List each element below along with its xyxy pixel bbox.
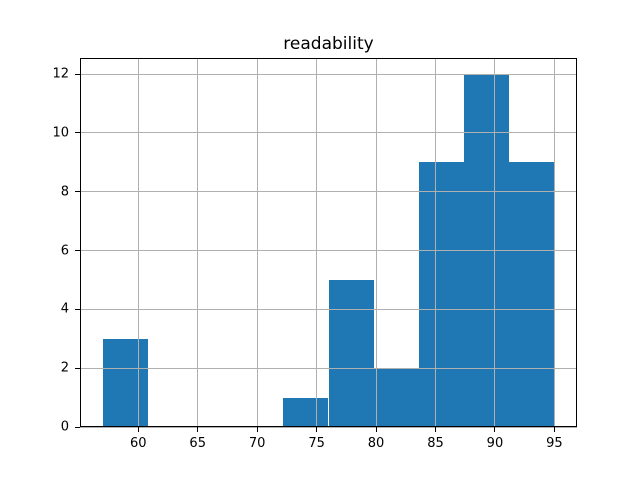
histogram-bar: [328, 279, 374, 427]
gridline-vertical: [494, 58, 496, 427]
gridline-vertical: [316, 58, 318, 427]
x-tick: [137, 427, 139, 432]
y-tick: [75, 367, 80, 369]
x-tick-label: 85: [427, 436, 444, 451]
y-tick: [75, 426, 80, 428]
gridline-vertical: [256, 58, 258, 427]
x-tick-label: 80: [367, 436, 385, 451]
y-tick: [75, 191, 80, 193]
x-tick: [197, 427, 199, 432]
x-tick-label: 70: [248, 436, 266, 451]
x-tick-label: 95: [546, 436, 563, 451]
x-tick: [494, 427, 496, 432]
y-tick-label: 10: [52, 125, 69, 141]
gridline-horizontal: [80, 367, 577, 369]
y-tick: [75, 308, 80, 310]
x-tick: [256, 427, 258, 432]
gridline-horizontal: [80, 426, 577, 428]
gridline-vertical: [553, 58, 555, 427]
gridline-horizontal: [80, 308, 577, 310]
x-tick-label: 65: [189, 436, 206, 451]
x-tick-label: 75: [308, 436, 325, 451]
histogram-bar: [283, 397, 329, 427]
histogram-bar: [373, 368, 419, 427]
gridline-vertical: [375, 58, 377, 427]
gridline-horizontal: [80, 132, 577, 134]
x-tick-label: 60: [129, 436, 147, 451]
x-tick: [316, 427, 318, 432]
y-tick-label: 12: [52, 66, 69, 82]
chart-title: readability: [283, 34, 374, 54]
x-tick: [435, 427, 436, 432]
histogram-bar: [418, 162, 465, 427]
gridline-vertical: [137, 58, 139, 427]
y-tick-label: 0: [60, 419, 69, 435]
histogram-bar: [509, 162, 555, 427]
y-tick-label: 4: [60, 301, 69, 317]
gridline-horizontal: [80, 73, 577, 75]
x-tick-label: 90: [486, 436, 504, 451]
gridline-horizontal: [80, 191, 577, 193]
x-tick: [553, 427, 555, 432]
y-tick: [75, 250, 80, 252]
gridline-vertical: [197, 58, 199, 427]
gridline-vertical: [435, 58, 436, 427]
histogram-bar: [102, 338, 148, 427]
gridline-horizontal: [80, 250, 577, 252]
y-tick-label: 6: [60, 243, 69, 259]
y-tick: [75, 132, 80, 134]
y-tick-label: 2: [60, 360, 69, 376]
y-tick: [75, 73, 80, 75]
x-tick: [375, 427, 377, 432]
y-tick-label: 8: [60, 184, 69, 200]
